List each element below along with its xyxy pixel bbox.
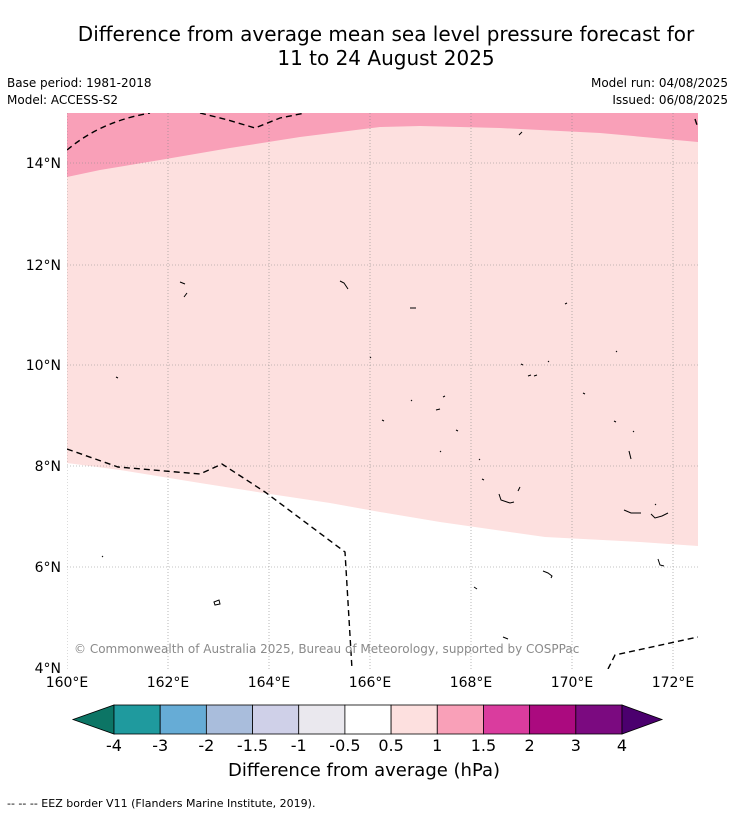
lat-label-10n: 10°N bbox=[26, 358, 61, 374]
colorbar-low-extend bbox=[71, 704, 115, 735]
map-gridlines bbox=[67, 113, 698, 669]
colorbar-swatch bbox=[390, 704, 438, 735]
lon-label-170e: 170°E bbox=[551, 675, 594, 691]
lat-label-12n: 12°N bbox=[26, 258, 61, 274]
lon-label-168e: 168°E bbox=[450, 675, 493, 691]
base-period: Base period: 1981-2018 bbox=[7, 76, 152, 90]
anomaly-band-0.5-1 bbox=[67, 113, 698, 546]
colorbar-tick-label: -0.5 bbox=[329, 736, 360, 755]
lat-labels: 14°N 12°N 10°N 8°N 6°N 4°N bbox=[26, 156, 61, 677]
colorbar-tick-label: 1.5 bbox=[471, 736, 496, 755]
colorbar-swatch bbox=[483, 704, 531, 735]
map-plot-area: © Commonwealth of Australia 2025, Bureau… bbox=[67, 113, 698, 669]
islands bbox=[101, 131, 669, 640]
lat-label-8n: 8°N bbox=[35, 459, 61, 475]
title-line-1: Difference from average mean sea level p… bbox=[77, 22, 695, 46]
pressure-anomaly-map: © Commonwealth of Australia 2025, Bureau… bbox=[26, 113, 698, 755]
colorbar-tick-label: -3 bbox=[152, 736, 168, 755]
colorbar-swatch bbox=[436, 704, 484, 735]
colorbar-tick-label: 2 bbox=[525, 736, 535, 755]
model-name: Model: ACCESS-S2 bbox=[7, 93, 119, 107]
lon-label-164e: 164°E bbox=[248, 675, 291, 691]
colorbar-label: Difference from average (hPa) bbox=[228, 760, 501, 781]
lon-labels: 160°E 162°E 164°E 166°E 168°E 170°E 172°… bbox=[46, 675, 695, 691]
lat-label-14n: 14°N bbox=[26, 156, 61, 172]
lon-label-172e: 172°E bbox=[652, 675, 695, 691]
lat-label-4n: 4°N bbox=[35, 661, 61, 677]
model-run: Model run: 04/08/2025 bbox=[590, 76, 728, 90]
colorbar-tick-label: -2 bbox=[198, 736, 214, 755]
colorbar-swatch bbox=[529, 704, 577, 735]
colorbar-tick-label: -4 bbox=[106, 736, 122, 755]
anomaly-band-1-1.5 bbox=[67, 113, 698, 177]
colorbar-swatch bbox=[205, 704, 253, 735]
copyright-notice: © Commonwealth of Australia 2025, Bureau… bbox=[74, 642, 579, 656]
colorbar-swatch bbox=[252, 704, 300, 735]
colorbar-swatch bbox=[159, 704, 207, 735]
chart-title: Difference from average mean sea level p… bbox=[0, 22, 736, 70]
colorbar-tick-label: 0.5 bbox=[378, 736, 403, 755]
colorbar-swatch bbox=[113, 704, 161, 735]
issued-date: Issued: 06/08/2025 bbox=[612, 93, 728, 107]
colorbar-swatch bbox=[298, 704, 346, 735]
lon-label-166e: 166°E bbox=[349, 675, 392, 691]
info-left: Base period: 1981-2018 Model: ACCESS-S2 bbox=[7, 75, 152, 109]
colorbar-tick-label: 3 bbox=[571, 736, 581, 755]
colorbar-swatch bbox=[344, 704, 392, 735]
colorbar-tick-label: 4 bbox=[617, 736, 627, 755]
title-line-2: 11 to 24 August 2025 bbox=[277, 46, 495, 70]
eez-legend-footer: -- -- -- EEZ border V11 (Flanders Marine… bbox=[7, 797, 316, 810]
colorbar-tick-label: -1 bbox=[291, 736, 307, 755]
colorbar-tick-label: -1.5 bbox=[237, 736, 268, 755]
colorbar-high-extend bbox=[621, 704, 664, 735]
colorbar-swatch bbox=[575, 704, 623, 735]
colorbar: -4 -3 -2 -1.5 -1 -0.5 0.5 1 1.5 2 3 4 bbox=[71, 704, 664, 755]
eez-borders bbox=[67, 113, 698, 669]
lon-label-162e: 162°E bbox=[147, 675, 190, 691]
lon-label-160e: 160°E bbox=[46, 675, 89, 691]
lat-label-6n: 6°N bbox=[35, 560, 61, 576]
info-right: Model run: 04/08/2025 Issued: 06/08/2025 bbox=[591, 75, 728, 109]
colorbar-tick-label: 1 bbox=[432, 736, 442, 755]
